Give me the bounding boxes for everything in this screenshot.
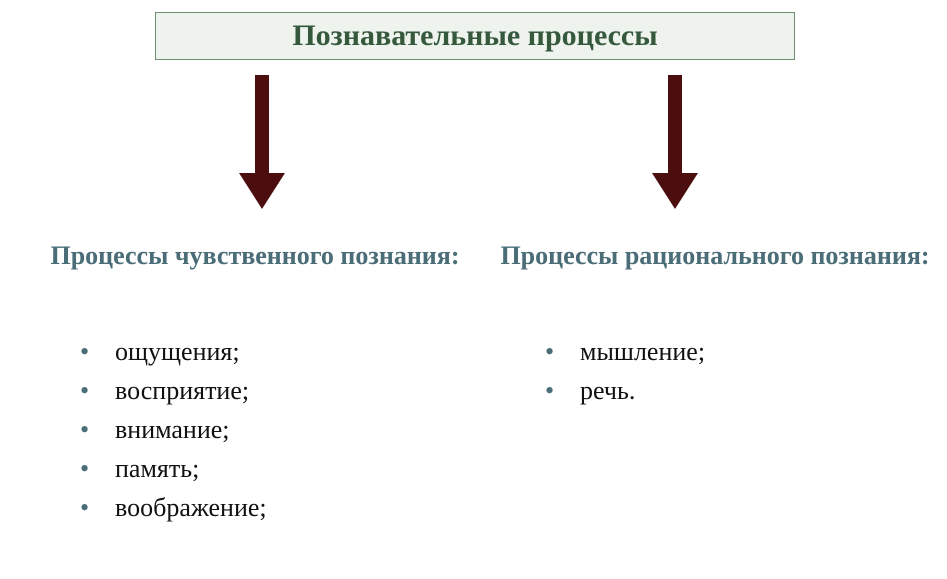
arrow-shaft	[668, 75, 682, 175]
column-left-heading: Процессы чувственного познания:	[30, 238, 480, 273]
arrow-shaft	[255, 75, 269, 175]
list-left: ощущения; восприятие; внимание; память; …	[80, 332, 267, 527]
list-item: внимание;	[80, 410, 267, 449]
arrow-head	[239, 173, 285, 209]
list-item: речь.	[545, 371, 705, 410]
arrow-right	[660, 75, 690, 210]
list-right: мышление; речь.	[545, 332, 705, 410]
list-item: мышление;	[545, 332, 705, 371]
diagram-title: Познавательные процессы	[292, 19, 657, 53]
arrow-left	[247, 75, 277, 210]
arrow-head	[652, 173, 698, 209]
list-item: воображение;	[80, 488, 267, 527]
list-item: восприятие;	[80, 371, 267, 410]
list-item: ощущения;	[80, 332, 267, 371]
title-box: Познавательные процессы	[155, 12, 795, 60]
list-item: память;	[80, 449, 267, 488]
column-right-heading: Процессы рационального познания:	[490, 238, 940, 273]
